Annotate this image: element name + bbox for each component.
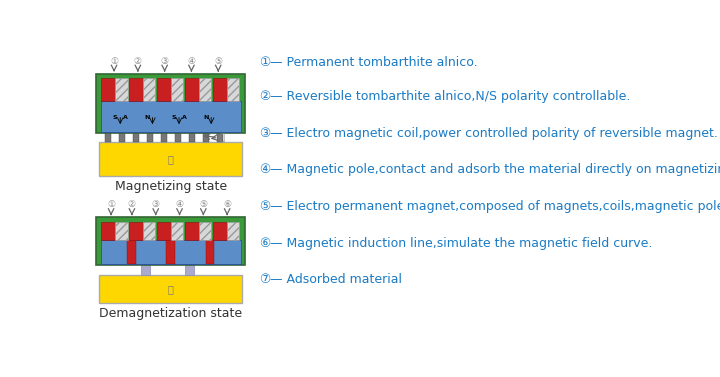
- Bar: [171, 78, 184, 101]
- Bar: [102, 78, 114, 101]
- Bar: [119, 131, 125, 142]
- Bar: [199, 222, 212, 240]
- Text: Magnetizing state: Magnetizing state: [114, 180, 227, 193]
- Bar: [199, 78, 212, 101]
- Text: ①: ①: [110, 57, 118, 66]
- Text: A: A: [123, 115, 128, 120]
- Bar: [189, 131, 194, 142]
- Bar: [171, 78, 184, 101]
- Text: ⑤: ⑤: [214, 57, 222, 66]
- Text: ③: ③: [259, 127, 270, 139]
- Bar: [161, 131, 166, 142]
- Bar: [157, 222, 171, 240]
- Text: ④: ④: [259, 164, 270, 176]
- Text: ④: ④: [176, 201, 184, 209]
- Text: — Reversible tombarthite alnico,N/S polarity controllable.: — Reversible tombarthite alnico,N/S pola…: [270, 90, 630, 103]
- Bar: [101, 101, 240, 132]
- Text: ②: ②: [134, 57, 142, 66]
- Bar: [115, 78, 127, 101]
- Bar: [185, 78, 199, 101]
- Text: ③: ③: [152, 201, 160, 209]
- Text: — Magnetic induction line,simulate the magnetic field curve.: — Magnetic induction line,simulate the m…: [270, 237, 652, 250]
- Text: ⑦: ⑦: [259, 273, 270, 286]
- Bar: [99, 275, 242, 303]
- Text: ②: ②: [128, 201, 136, 209]
- Bar: [199, 222, 212, 240]
- Text: A: A: [182, 115, 187, 120]
- Bar: [143, 78, 156, 101]
- Bar: [132, 131, 139, 142]
- Bar: [129, 78, 143, 101]
- Bar: [141, 265, 150, 275]
- Text: — Magnetic pole,contact and adsorb the material directly on magnetizing state.: — Magnetic pole,contact and adsorb the m…: [270, 164, 720, 176]
- Text: ⑤: ⑤: [199, 201, 207, 209]
- Text: ①: ①: [259, 56, 270, 69]
- Bar: [129, 222, 143, 240]
- Bar: [102, 222, 114, 240]
- Bar: [227, 222, 240, 240]
- Bar: [143, 78, 156, 101]
- Bar: [206, 240, 214, 264]
- Text: — Permanent tombarthite alnico.: — Permanent tombarthite alnico.: [270, 56, 477, 69]
- Text: S: S: [112, 115, 117, 120]
- Bar: [157, 78, 171, 101]
- Text: ④: ④: [187, 57, 196, 66]
- Bar: [213, 222, 227, 240]
- Bar: [143, 222, 156, 240]
- Bar: [186, 265, 194, 275]
- Bar: [143, 222, 156, 240]
- Bar: [115, 222, 127, 240]
- Text: ⑥: ⑥: [259, 237, 270, 250]
- Text: ⑥: ⑥: [223, 201, 231, 209]
- Bar: [115, 222, 127, 240]
- Bar: [101, 240, 240, 264]
- Bar: [115, 78, 127, 101]
- Text: ⓵: ⓵: [220, 133, 225, 142]
- Bar: [99, 142, 242, 176]
- Bar: [96, 74, 245, 133]
- Bar: [127, 240, 135, 264]
- Text: ⑤: ⑤: [259, 200, 270, 213]
- Bar: [202, 131, 209, 142]
- Text: — Adsorbed material: — Adsorbed material: [270, 273, 402, 286]
- Bar: [227, 78, 240, 101]
- Text: N: N: [144, 115, 150, 120]
- Bar: [213, 78, 227, 101]
- Bar: [104, 131, 111, 142]
- Text: ⓶: ⓶: [168, 154, 174, 164]
- Text: — Electro permanent magnet,composed of magnets,coils,magnetic poles.: — Electro permanent magnet,composed of m…: [270, 200, 720, 213]
- Text: ②: ②: [259, 90, 270, 103]
- Bar: [166, 240, 175, 264]
- Bar: [227, 78, 240, 101]
- Text: Demagnetization state: Demagnetization state: [99, 307, 242, 320]
- Bar: [175, 131, 181, 142]
- Bar: [227, 222, 240, 240]
- Bar: [217, 131, 222, 142]
- Text: — Electro magnetic coil,power controlled polarity of reversible magnet.: — Electro magnetic coil,power controlled…: [270, 127, 718, 139]
- Text: S: S: [171, 115, 176, 120]
- Text: ③: ③: [161, 57, 168, 66]
- Text: ①: ①: [107, 201, 115, 209]
- Bar: [199, 78, 212, 101]
- Bar: [171, 222, 184, 240]
- Bar: [96, 217, 245, 265]
- Bar: [147, 131, 153, 142]
- Text: N: N: [203, 115, 208, 120]
- Text: ⓶: ⓶: [168, 284, 174, 294]
- Bar: [171, 222, 184, 240]
- Bar: [185, 222, 199, 240]
